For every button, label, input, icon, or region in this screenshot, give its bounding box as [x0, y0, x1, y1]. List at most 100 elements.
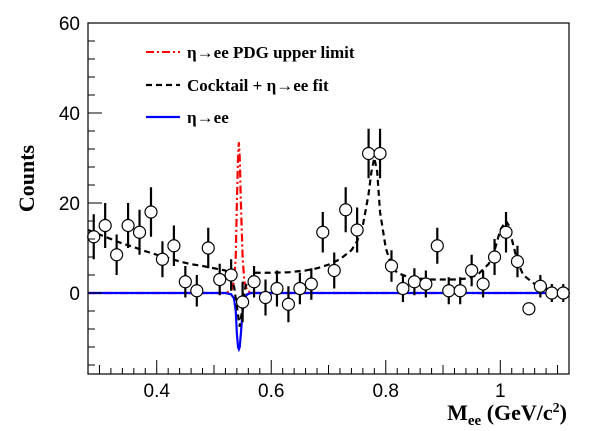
y-tick-label: 60 — [59, 14, 80, 35]
x-axis-title-subscript: ee — [468, 413, 482, 429]
data-point — [350, 207, 364, 253]
data-marker — [465, 263, 479, 278]
data-marker — [556, 286, 570, 300]
data-point — [327, 252, 341, 289]
data-point — [396, 275, 410, 302]
data-marker — [247, 275, 261, 289]
x-axis-title-superscript: 2 — [553, 401, 560, 416]
eta-ee-curve — [88, 291, 569, 353]
data-point — [121, 203, 135, 248]
data-point — [258, 279, 273, 316]
data-marker — [533, 279, 547, 293]
data-point — [453, 277, 467, 305]
x-tick-label: 0.6 — [258, 381, 284, 402]
data-point — [419, 270, 433, 298]
y-axis-title: Counts — [14, 144, 39, 212]
data-point — [236, 281, 250, 323]
data-marker — [545, 286, 559, 300]
data-marker — [98, 218, 112, 233]
data-marker — [453, 284, 467, 298]
legend-label-cocktail-fit: Cocktail + η→ee fit — [187, 76, 329, 95]
data-point — [510, 245, 525, 278]
data-point — [373, 128, 387, 179]
data-marker — [373, 146, 387, 161]
data-point — [247, 266, 261, 298]
data-point — [533, 275, 547, 298]
data-point — [87, 214, 101, 260]
data-marker — [87, 230, 101, 244]
y-tick-label: 40 — [59, 104, 80, 125]
data-marker — [499, 225, 513, 239]
data-marker — [339, 203, 353, 217]
legend-label-eta-ee: η→ee — [187, 108, 229, 127]
data-point — [384, 250, 399, 282]
legend: η→ee PDG upper limit Cocktail + η→ee fit… — [146, 43, 355, 127]
data-point — [144, 187, 158, 237]
data-marker — [201, 241, 215, 255]
data-point — [407, 268, 421, 296]
x-axis-title-main: M — [447, 400, 468, 425]
data-marker — [236, 295, 250, 309]
x-tick-label: 1 — [495, 381, 506, 402]
data-point — [442, 277, 456, 305]
axes: 0.4 0.6 0.8 1 0 20 40 60 — [59, 14, 559, 402]
data-point — [213, 263, 227, 296]
x-tick-label: 0.8 — [373, 381, 399, 402]
data-marker — [442, 284, 456, 298]
data-point — [224, 259, 238, 291]
data-point — [132, 209, 147, 255]
data-marker — [178, 275, 192, 289]
data-point — [270, 270, 284, 307]
x-axis-title-unit: (GeV/c — [481, 400, 553, 425]
x-axis-title-unit-close: ) — [560, 400, 567, 425]
data-marker — [522, 302, 536, 316]
data-point — [487, 239, 502, 275]
data-marker — [224, 268, 238, 282]
data-marker — [121, 218, 135, 233]
data-marker — [396, 281, 410, 296]
x-axis-title: Mee (GeV/c2) — [447, 400, 567, 429]
data-marker — [350, 223, 364, 237]
data-marker — [213, 272, 227, 287]
data-point — [201, 227, 215, 269]
x-tick-label: 0.4 — [144, 381, 171, 402]
data-marker — [144, 205, 158, 219]
data-marker — [384, 259, 399, 273]
data-point — [190, 275, 204, 307]
data-point — [316, 212, 330, 253]
data-marker — [167, 239, 181, 253]
data-marker — [419, 277, 433, 291]
data-point — [167, 225, 181, 266]
data-marker — [304, 277, 318, 291]
data-point — [476, 270, 490, 298]
data-point — [293, 272, 307, 305]
data-point — [339, 187, 353, 233]
data-point — [98, 203, 112, 248]
data-marker — [258, 290, 273, 305]
y-tick-label: 20 — [59, 194, 80, 215]
data-marker — [316, 225, 330, 239]
y-tick-label: 0 — [69, 284, 80, 305]
data-marker — [155, 252, 170, 266]
data-point — [304, 268, 318, 300]
data-marker — [270, 281, 284, 296]
data-point — [178, 266, 192, 298]
data-marker — [190, 284, 204, 298]
data-marker — [487, 250, 502, 264]
legend-label-pdg-limit: η→ee PDG upper limit — [187, 43, 355, 62]
data-marker — [132, 225, 147, 239]
data-point — [465, 254, 479, 287]
data-marker — [281, 297, 296, 311]
data-marker — [510, 254, 525, 269]
data-marker — [430, 239, 444, 253]
data-point — [281, 286, 296, 323]
data-marker — [327, 263, 341, 278]
data-point — [430, 227, 444, 264]
data-marker — [361, 146, 376, 161]
data-marker — [293, 281, 307, 296]
data-marker — [407, 275, 421, 289]
data-point — [499, 212, 513, 253]
data-point — [110, 234, 124, 275]
